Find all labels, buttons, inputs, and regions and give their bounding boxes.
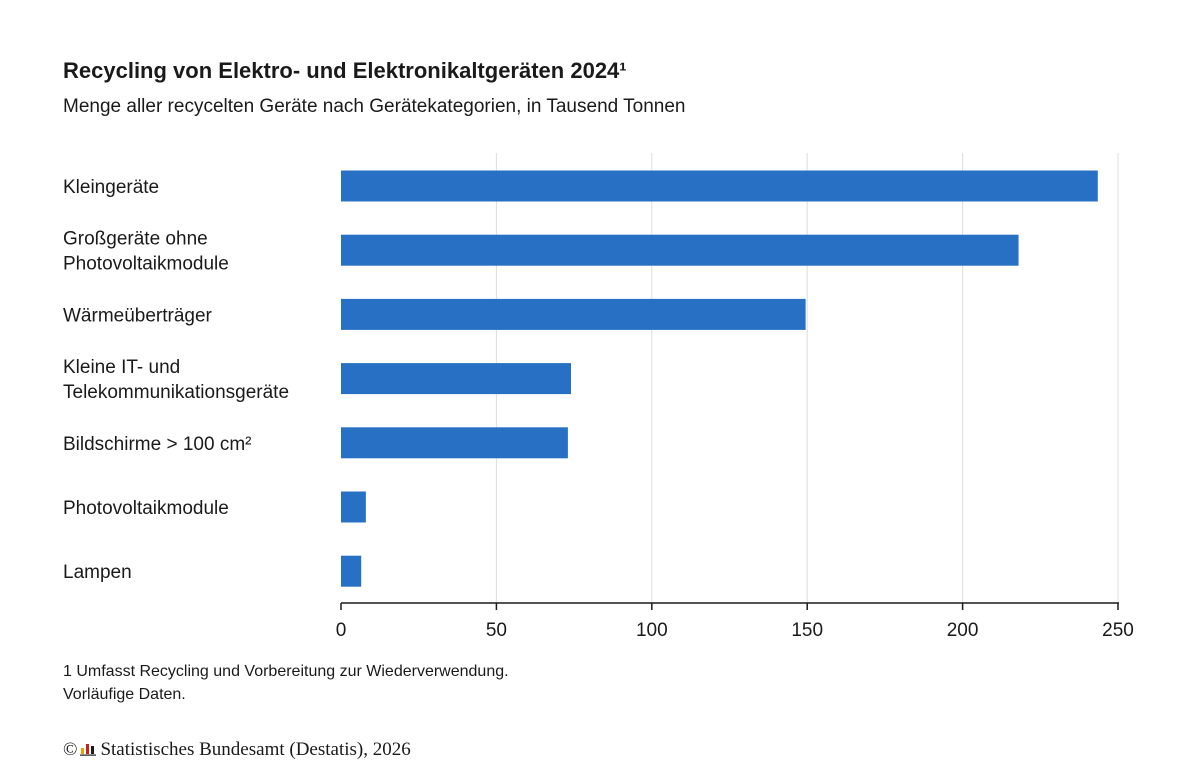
category-label-5: Photovoltaikmodule [63, 498, 229, 519]
x-tick-label-100: 100 [636, 620, 668, 641]
category-label-2: Wärmeüberträger [63, 305, 213, 326]
footnote: 1 Umfasst Recycling und Vorbereitung zur… [63, 660, 509, 706]
bar-3 [341, 363, 571, 395]
bar-0 [341, 170, 1098, 202]
x-tick-label-50: 50 [486, 620, 507, 641]
category-label-1: Großgeräte ohne Photovoltaikmodule [63, 229, 229, 275]
x-tick-label-200: 200 [947, 620, 979, 641]
source-line: © Statistisches Bundesamt (Destatis), 20… [63, 739, 411, 761]
x-tick-label-250: 250 [1102, 620, 1134, 641]
x-tick-label-0: 0 [336, 620, 347, 641]
bar-4 [341, 427, 568, 459]
chart-title: Recycling von Elektro- und Elektronikalt… [63, 58, 627, 83]
bar-1 [341, 234, 1019, 266]
x-tick-label-150: 150 [791, 620, 823, 641]
footnote-line-2: Vorläufige Daten. [63, 686, 186, 703]
bar-2 [341, 298, 806, 330]
category-label-0: Kleingeräte [63, 177, 159, 198]
destatis-logo-icon [80, 744, 97, 756]
bar-5 [341, 491, 366, 523]
chart-subtitle: Menge aller recycelten Geräte nach Gerät… [63, 96, 686, 117]
category-label-6: Lampen [63, 562, 132, 583]
footnote-line-1: 1 Umfasst Recycling und Vorbereitung zur… [63, 663, 509, 680]
copyright-symbol: © [63, 739, 78, 760]
source-text: Statistisches Bundesamt (Destatis), 2026 [100, 739, 411, 760]
category-label-3: Kleine IT- und Telekommunikationsgeräte [63, 357, 289, 403]
category-label-4: Bildschirme > 100 cm² [63, 434, 251, 455]
bar-6 [341, 555, 362, 587]
